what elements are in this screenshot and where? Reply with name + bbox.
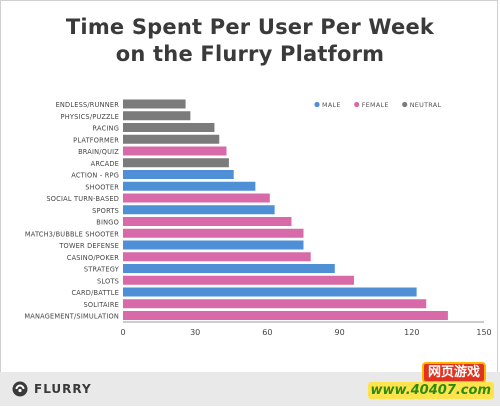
legend-label: FEMALE <box>362 101 389 109</box>
footer-bar: FLURRY 网页游戏 www.40407.com <box>0 362 500 406</box>
category-label: PHYSICS/PUZZLE <box>61 113 119 121</box>
bar <box>123 275 355 285</box>
chart-title-line-1: Time Spent Per User Per Week <box>65 15 435 39</box>
category-label: SOLITAIRE <box>83 301 119 309</box>
watermark-title: 网页游戏 <box>421 362 486 383</box>
x-tick-label: 60 <box>262 328 272 337</box>
bar <box>123 228 304 238</box>
category-label: BRAIN/QUIZ <box>78 148 119 156</box>
legend-swatch <box>354 101 360 108</box>
category-label: MATCH3/BUBBLE SHOOTER <box>25 230 119 238</box>
bar <box>123 146 227 156</box>
category-label: SLOTS <box>97 277 119 285</box>
category-labels: ENDLESS/RUNNER PHYSICS/PUZZLE RACING PLATFO… <box>24 101 119 321</box>
bars <box>123 99 448 320</box>
x-tick-label: 0 <box>120 328 125 337</box>
bar <box>123 193 270 203</box>
flurry-logo-icon <box>12 381 28 397</box>
chart-title-line-2: on the Flurry Platform <box>115 42 385 66</box>
category-label: SPORTS <box>92 207 119 215</box>
x-tick-labels: 0 30 60 90 120 150 <box>120 328 491 337</box>
category-label: RACING <box>93 125 120 133</box>
category-label: STRATEGY <box>84 266 120 274</box>
category-label: CASINO/POKER <box>67 254 119 262</box>
category-label: MANAGEMENT/SIMULATION <box>24 313 119 321</box>
x-tick-label: 150 <box>476 328 491 337</box>
bar <box>123 252 311 262</box>
bar-chart: MALE FEMALE NEUTRAL ENDLESS/RUNNER PHYSICS/… <box>24 99 492 337</box>
bar <box>123 181 256 191</box>
bar <box>123 311 448 320</box>
bar <box>123 205 275 215</box>
legend: MALE FEMALE NEUTRAL <box>314 101 441 109</box>
bar <box>123 264 335 273</box>
flurry-logo-text: FLURRY <box>34 382 92 396</box>
legend-swatch <box>402 101 408 108</box>
bar <box>123 111 191 121</box>
bar <box>123 123 215 132</box>
bar <box>123 240 304 250</box>
x-tick-label: 120 <box>404 328 419 337</box>
chart-title: Time Spent Per User Per Week on the Flur… <box>0 14 500 68</box>
x-tick-label: 90 <box>335 328 345 337</box>
bar <box>123 170 234 179</box>
watermark: 网页游戏 www.40407.com <box>367 362 494 402</box>
legend-label: NEUTRAL <box>410 101 442 109</box>
legend-label: MALE <box>322 101 341 109</box>
bar <box>123 217 292 226</box>
bar <box>123 158 229 168</box>
legend-swatch <box>314 101 320 108</box>
category-label: CARD/BATTLE <box>72 289 120 297</box>
category-label: ACTION - RPG <box>71 172 119 180</box>
category-label: TOWER DEFENSE <box>58 242 119 250</box>
category-label: ENDLESS/RUNNER <box>56 101 120 109</box>
flurry-logo: FLURRY <box>12 381 92 397</box>
bar <box>123 99 186 109</box>
bar <box>123 299 427 309</box>
category-label: SOCIAL TURN-BASED <box>46 195 119 203</box>
category-label: PLATFORMER <box>73 136 119 144</box>
category-label: SHOOTER <box>85 183 119 191</box>
watermark-url: www.40407.com <box>367 382 494 399</box>
category-label: BINGO <box>96 219 119 227</box>
bar <box>123 134 220 144</box>
category-label: ARCADE <box>91 160 119 168</box>
x-tick-label: 30 <box>190 328 200 337</box>
bar <box>123 287 417 297</box>
